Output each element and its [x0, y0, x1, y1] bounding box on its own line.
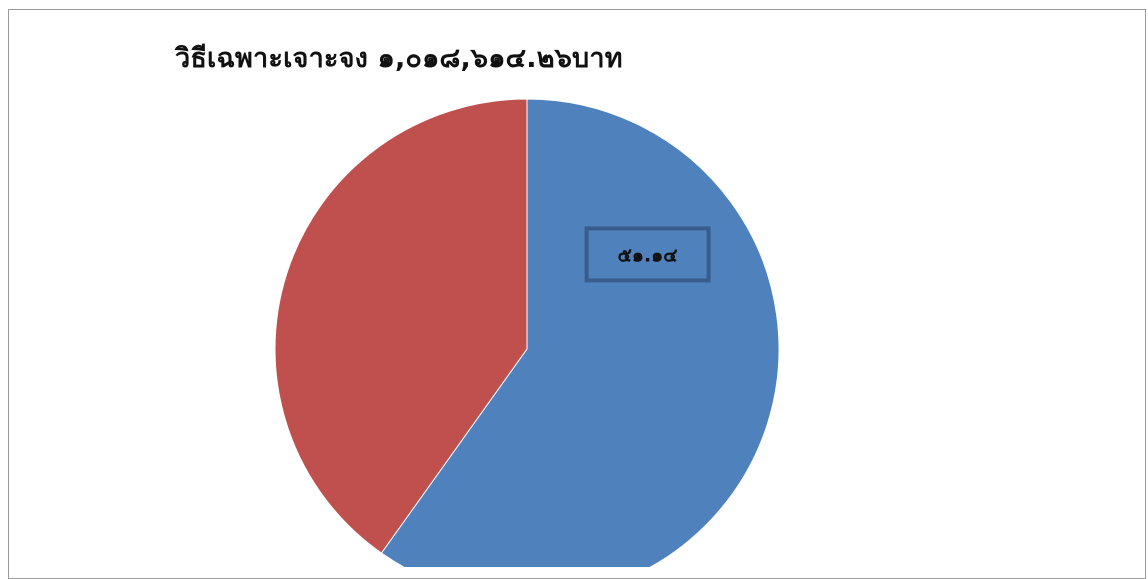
data-label-1: ๕๑.๑๔	[584, 226, 711, 283]
pie-slice-1	[380, 98, 780, 567]
data-label-box	[584, 226, 711, 283]
pie-slice-2	[274, 98, 528, 554]
pie-chart: ๕๑.๑๔	[274, 98, 780, 567]
chart-title: วิธีเฉพาะเจาะจง ๑,๐๑๘,๖๑๔.๒๖บาท	[175, 43, 623, 74]
data-label-text: ๕๑.๑๔	[618, 244, 678, 266]
